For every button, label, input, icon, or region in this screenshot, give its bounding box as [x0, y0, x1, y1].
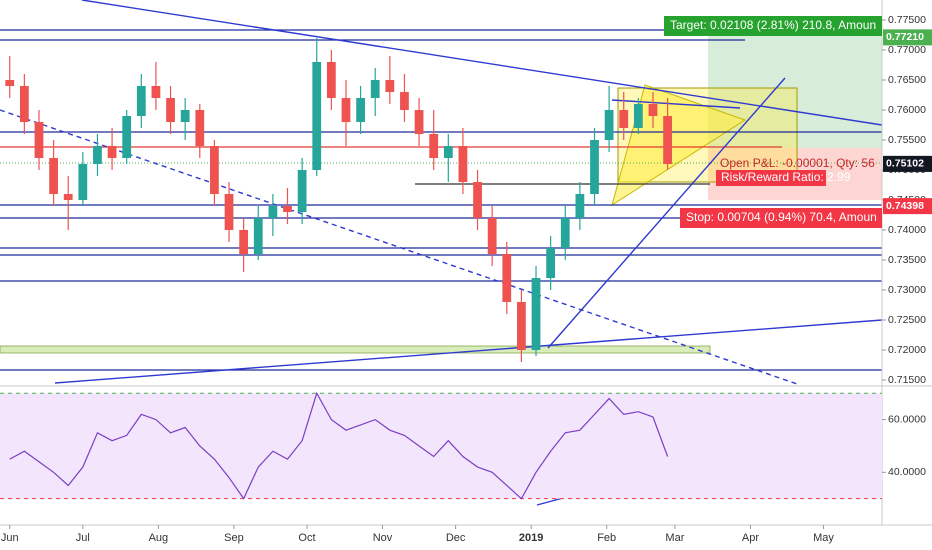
candle-body	[136, 85, 146, 116]
y-tick-label: 0.74000	[888, 224, 926, 236]
candle-body	[502, 254, 512, 303]
rsi-line	[9, 391, 669, 500]
candle-body	[473, 181, 482, 219]
candle-body	[210, 145, 219, 195]
trendline	[547, 77, 786, 349]
price-label-box	[883, 198, 932, 215]
y-tick-label: 60.0000	[888, 413, 926, 425]
rr-label: Risk/Reward Ratio: 2.99	[721, 170, 851, 184]
candle-body	[400, 91, 409, 110]
x-tick-label: May	[813, 532, 834, 544]
y-tick-label: 0.76500	[888, 74, 926, 86]
candle-body	[224, 194, 234, 231]
candle-body	[531, 278, 541, 351]
candle-body	[575, 194, 585, 219]
y-tick-label: 0.73000	[888, 284, 926, 296]
candle-body	[253, 218, 263, 255]
candle-body	[5, 79, 15, 86]
x-tick-label: Jul	[76, 532, 90, 544]
trendline-dashed	[0, 109, 801, 386]
candle-body	[166, 97, 175, 122]
x-tick-label: Sep	[224, 532, 244, 544]
rr-box	[716, 170, 826, 186]
overlay: Target: 0.02108 (2.81%) 210.8, Amoun Ope…	[664, 16, 932, 228]
candle-body	[370, 79, 380, 98]
y-tick-label: 0.77500	[888, 14, 926, 26]
price-label-box	[883, 29, 932, 46]
x-tick-label: Nov	[373, 532, 393, 544]
trendline	[611, 99, 741, 109]
y-tick-label: 0.72500	[888, 314, 926, 326]
y-tick-label: 0.71500	[888, 374, 926, 386]
candle-body	[78, 163, 88, 201]
marks: Jun Jul Aug Sep Oct Nov Dec 2019 Feb Mar Apr May 0.7…	[0, 14, 926, 544]
candle-body	[151, 85, 161, 98]
candle-body	[414, 109, 424, 134]
candle-body	[107, 145, 117, 158]
x-tick-label: Apr	[742, 532, 759, 544]
candle-body	[341, 97, 351, 122]
y-tick-label: 40.0000	[888, 466, 926, 478]
candle-body	[385, 79, 395, 92]
y-tick-label: 0.77000	[888, 44, 926, 56]
candle-body	[546, 248, 556, 279]
candle-body	[19, 85, 29, 122]
candle-body	[663, 115, 672, 164]
rsi-band	[0, 393, 882, 499]
candle-body	[239, 230, 249, 255]
candle-body	[633, 103, 643, 128]
x-tick-label: Aug	[149, 532, 169, 544]
pnl-label: Open P&L: -0.00001, Qty: 56	[720, 156, 875, 170]
candle-body	[326, 61, 336, 98]
trendline	[81, 0, 883, 126]
candle-body	[195, 109, 205, 146]
y-tick-label: 0.75500	[888, 134, 926, 146]
price-label: 0.75102	[886, 158, 924, 170]
candle-body	[180, 109, 190, 122]
candle-body	[458, 145, 468, 182]
x-tick-label: 2019	[519, 532, 543, 544]
candle-body	[49, 157, 58, 195]
target-box	[664, 16, 882, 36]
candle-body	[63, 194, 73, 201]
candle-body	[648, 103, 658, 116]
target-label: Target: 0.02108 (2.81%) 210.8, Amoun	[670, 18, 876, 32]
y-tick-label: 0.72000	[888, 344, 926, 356]
candle-body	[312, 61, 322, 170]
candle-body	[297, 169, 307, 213]
x-tick-label: Jun	[1, 532, 19, 544]
x-tick-label: Feb	[597, 532, 616, 544]
price-label: 0.74398	[886, 200, 924, 212]
y-tick-label: 0.76000	[888, 104, 926, 116]
trendline	[54, 319, 883, 384]
candle-body	[429, 133, 439, 158]
candle-body	[356, 97, 365, 122]
candle-body	[283, 206, 292, 213]
x-tick-label: Mar	[665, 532, 684, 544]
candle-body	[268, 206, 278, 219]
candle-body	[93, 145, 102, 164]
price-label-box	[883, 155, 932, 172]
price-label: 0.77210	[886, 31, 924, 43]
candle-body	[487, 218, 497, 255]
x-tick-label: Oct	[298, 532, 315, 544]
candle-body	[619, 109, 629, 128]
candle-body	[34, 121, 44, 158]
candle-body	[560, 218, 570, 249]
stop-box	[680, 208, 882, 228]
y-tick-label: 0.73500	[888, 254, 926, 266]
stop-label: Stop: 0.00704 (0.94%) 70.4, Amoun	[686, 210, 877, 224]
candle-body	[590, 139, 599, 195]
candle-body	[517, 302, 526, 351]
candle-body	[122, 115, 132, 158]
candle-body	[443, 145, 453, 158]
target-zone	[708, 20, 882, 148]
support-band	[0, 345, 711, 354]
candle-body	[604, 109, 614, 140]
x-tick-label: Dec	[446, 532, 466, 544]
